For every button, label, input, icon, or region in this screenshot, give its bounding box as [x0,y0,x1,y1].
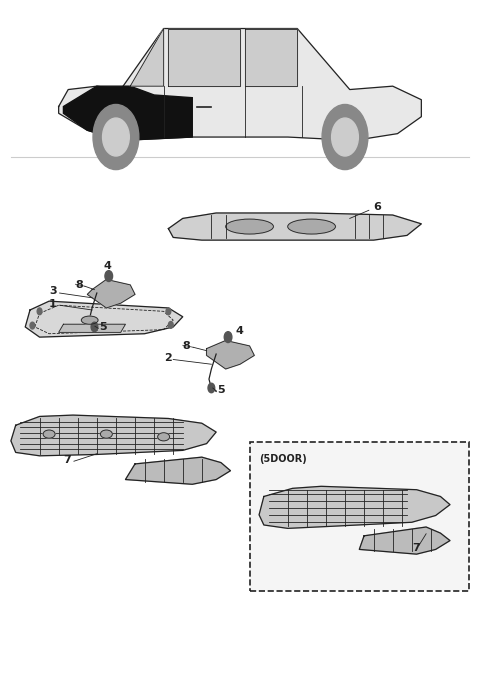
Circle shape [93,104,139,170]
Circle shape [322,104,368,170]
Polygon shape [87,279,135,308]
Text: 3: 3 [49,287,57,296]
Text: 4: 4 [235,326,243,336]
Text: 7: 7 [63,455,71,464]
Circle shape [105,270,113,281]
Polygon shape [245,29,297,86]
Circle shape [91,322,98,332]
Polygon shape [11,415,216,456]
Ellipse shape [226,219,274,234]
Text: 2: 2 [164,353,171,363]
Circle shape [103,118,129,156]
Polygon shape [63,86,192,140]
Text: 1: 1 [49,298,57,308]
Polygon shape [59,29,421,140]
Polygon shape [25,301,183,337]
Polygon shape [360,527,450,554]
Circle shape [166,308,171,315]
Text: 7: 7 [412,543,420,553]
Text: 6: 6 [373,202,382,212]
Circle shape [332,118,359,156]
Ellipse shape [43,430,55,438]
Circle shape [30,322,35,329]
Polygon shape [59,324,125,332]
Polygon shape [206,340,254,369]
Polygon shape [130,29,164,86]
Ellipse shape [100,430,112,438]
Circle shape [224,332,232,343]
Text: 4: 4 [104,261,112,270]
Circle shape [37,308,42,315]
Text: 8: 8 [183,340,191,351]
Text: (5DOOR): (5DOOR) [259,454,307,464]
Ellipse shape [288,219,336,234]
Text: 5: 5 [217,385,225,395]
Circle shape [168,321,173,328]
Text: 5: 5 [99,322,107,332]
Polygon shape [125,457,230,484]
Polygon shape [168,29,240,86]
Ellipse shape [157,432,169,441]
Circle shape [208,383,215,393]
Text: 8: 8 [75,280,83,289]
Ellipse shape [81,316,98,324]
Polygon shape [168,213,421,240]
Polygon shape [259,486,450,528]
FancyBboxPatch shape [250,442,469,591]
